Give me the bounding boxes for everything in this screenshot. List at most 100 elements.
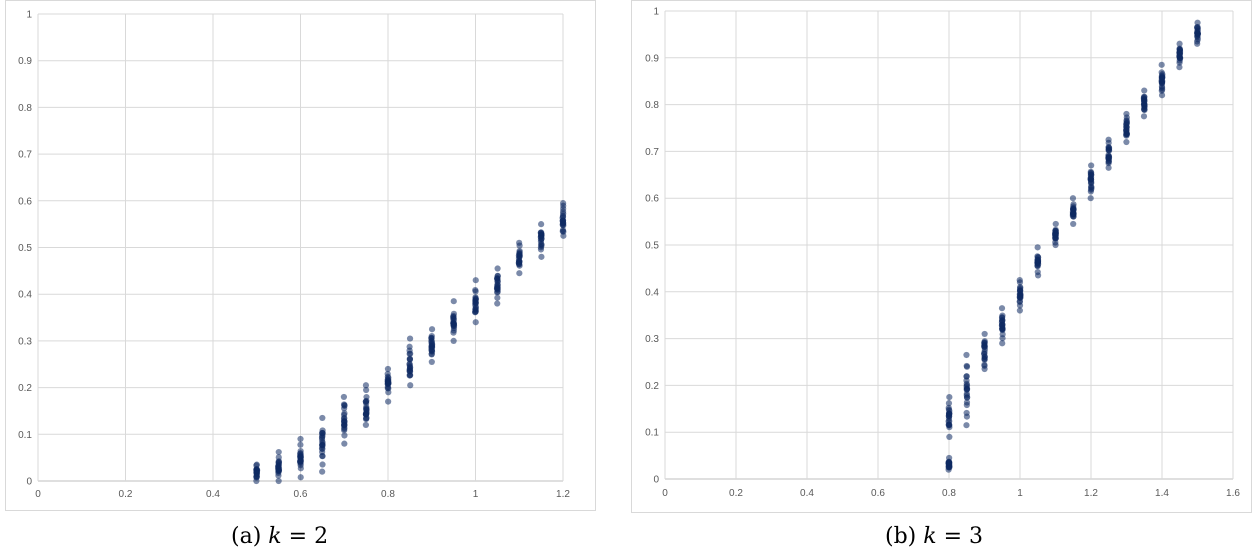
data-point [1087, 176, 1095, 183]
data-point [428, 358, 435, 366]
data-point [999, 340, 1006, 347]
x-tick-label: 1 [1017, 488, 1023, 499]
data-point [494, 294, 501, 301]
data-point [1176, 64, 1183, 71]
data-point [450, 329, 457, 336]
data-point [1194, 29, 1201, 37]
x-tick-label: 0.2 [119, 489, 133, 500]
data-point [1034, 244, 1041, 251]
data-point [275, 463, 282, 470]
data-point [450, 316, 457, 323]
data-point [1016, 287, 1024, 295]
data-point [1194, 23, 1201, 31]
y-tick-label: 0.8 [645, 100, 659, 111]
data-point [981, 339, 988, 347]
data-point [297, 441, 304, 448]
data-point [341, 418, 348, 425]
data-point [428, 350, 435, 357]
y-tick-label: 0.6 [18, 196, 32, 207]
y-tick-label: 0.1 [18, 430, 32, 441]
data-point [406, 367, 413, 375]
data-point [297, 474, 304, 481]
x-tick-label: 1 [473, 489, 479, 500]
x-tick-label: 0.8 [381, 489, 395, 500]
data-point [340, 393, 347, 401]
data-point [560, 202, 567, 209]
y-tick-label: 0.6 [645, 194, 659, 205]
data-point [319, 461, 326, 468]
data-point [560, 220, 567, 227]
data-point [385, 385, 392, 392]
data-point [963, 377, 970, 384]
x-tick-label: 0 [662, 488, 668, 499]
data-point [538, 232, 545, 240]
data-point [946, 433, 953, 440]
data-point [363, 386, 370, 394]
data-point [1069, 195, 1077, 202]
data-point [253, 467, 260, 474]
data-point [1123, 117, 1130, 124]
data-point [981, 330, 988, 338]
chart-panel-b: 0 0.1 0.2 0.3 0.4 0.5 0.6 0.7 0.8 0.9 1 0 0.2 0.4 0.6 0… [628, 0, 1252, 556]
y-tick-label: 0 [653, 475, 659, 486]
chart-panel-a: 0 0.1 0.2 0.3 0.4 0.5 0.6 0.7 0.8 0.9 1 0 0.2 0.4 0.6 0… [0, 0, 600, 556]
data-point [1087, 195, 1094, 202]
data-point [999, 331, 1006, 338]
gridlines-b [664, 10, 1234, 480]
data-point [472, 298, 479, 305]
data-point [1105, 154, 1112, 161]
data-point [1088, 162, 1095, 169]
data-point [560, 228, 567, 235]
data-point [472, 277, 479, 284]
data-point [1070, 220, 1077, 228]
data-point [472, 319, 479, 326]
data-point [450, 298, 457, 305]
data-point [516, 270, 523, 277]
data-point [1106, 147, 1113, 154]
data-point [275, 448, 282, 456]
y-tick-label: 0 [26, 477, 32, 488]
data-point [407, 382, 414, 389]
data-point [560, 208, 567, 215]
y-tick-label: 0.5 [645, 241, 659, 252]
data-point [341, 427, 348, 434]
data-point [1034, 268, 1041, 276]
data-point [1123, 126, 1130, 133]
scatter-chart-b: 0 0.1 0.2 0.3 0.4 0.5 0.6 0.7 0.8 0.9 1 0 0.2 0.4 0.6 0… [631, 0, 1252, 513]
data-point [406, 356, 414, 363]
data-point [319, 441, 326, 448]
data-point [1194, 19, 1201, 26]
data-point [494, 284, 501, 292]
data-point [297, 435, 304, 443]
caption-a-equals: = [288, 524, 308, 549]
data-point [406, 335, 414, 342]
y-tick-label: 1 [26, 10, 32, 21]
caption-a-value: 2 [314, 524, 329, 549]
data-point [1087, 170, 1094, 177]
data-point [1141, 87, 1148, 94]
data-point [516, 242, 523, 249]
data-point [384, 370, 391, 378]
data-point [538, 221, 545, 228]
data-point [999, 325, 1006, 333]
data-point [406, 347, 413, 354]
data-point [963, 351, 970, 359]
caption-b-value: 3 [969, 524, 984, 549]
data-point [1052, 220, 1059, 228]
data-point [1105, 164, 1112, 171]
data-point [1141, 98, 1148, 105]
data-point [275, 477, 282, 485]
data-points-b [945, 19, 1201, 473]
x-tick-label: 1.2 [1084, 488, 1098, 499]
data-point [516, 251, 523, 259]
data-point [537, 244, 545, 251]
data-point [275, 472, 282, 479]
data-point [981, 362, 988, 369]
caption-b: (b) k = 3 [885, 524, 983, 549]
chart-frame-b [631, 0, 1252, 513]
y-tick-label: 0.2 [18, 383, 32, 394]
data-point [1034, 258, 1041, 265]
data-point [363, 397, 370, 404]
y-tick-label: 0.7 [645, 147, 659, 158]
data-point [362, 382, 370, 389]
